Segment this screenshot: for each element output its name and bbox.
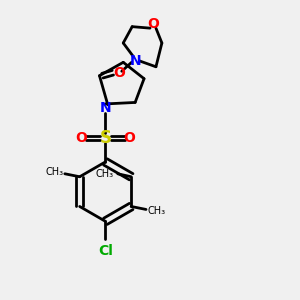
Text: S: S: [99, 129, 111, 147]
Text: O: O: [76, 131, 88, 145]
Text: CH₃: CH₃: [148, 206, 166, 216]
Text: O: O: [123, 131, 135, 145]
Text: N: N: [129, 54, 141, 68]
Text: Cl: Cl: [98, 244, 113, 258]
Text: N: N: [100, 101, 111, 116]
Text: CH₃: CH₃: [45, 167, 63, 177]
Text: O: O: [147, 17, 159, 31]
Text: O: O: [113, 66, 125, 80]
Text: CH₃: CH₃: [95, 169, 113, 179]
